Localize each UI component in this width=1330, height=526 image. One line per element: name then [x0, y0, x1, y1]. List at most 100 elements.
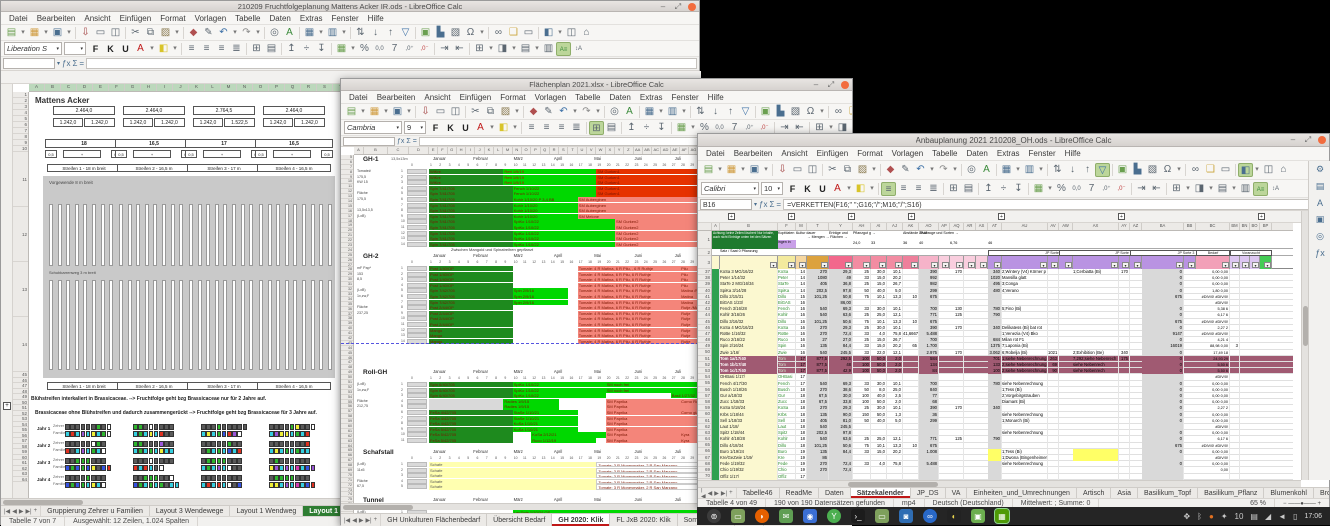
width-bar-cell[interactable]: 17: [185, 139, 263, 148]
rotation-cell[interactable]: [164, 458, 169, 464]
cut-icon[interactable]: ✂: [131, 26, 140, 38]
data-cell[interactable]: Fede: [778, 461, 796, 468]
undo-dropdown[interactable]: ▾: [930, 166, 934, 173]
find-replace-icon[interactable]: ◎: [610, 105, 619, 117]
data-cell[interactable]: 771: [919, 312, 939, 319]
paste-dropdown[interactable]: ▾: [515, 107, 519, 115]
highlight-dropdown[interactable]: ▾: [870, 184, 874, 192]
data-cell[interactable]: 18: [796, 436, 807, 443]
menu-extras[interactable]: Extras: [996, 149, 1020, 158]
data-cell[interactable]: [1142, 374, 1184, 381]
week0-cell[interactable]: [407, 473, 427, 479]
gantt-bar[interactable]: Tomate: 3 R Moneymaker, 2 R San Marzano: [596, 484, 699, 490]
data-cell[interactable]: 2;siehe Nebenrechnung: [1002, 362, 1048, 369]
row-header-13[interactable]: 13: [341, 194, 353, 200]
rotation-cell[interactable]: [295, 424, 300, 430]
data-cell[interactable]: 30,0: [871, 405, 887, 412]
menu-vorlagen[interactable]: Vorlagen: [891, 149, 924, 158]
bed-strip[interactable]: [92, 204, 96, 266]
data-cell[interactable]: [950, 411, 964, 418]
bed-strip[interactable]: [136, 280, 141, 370]
data-cell[interactable]: 27,0: [829, 337, 853, 344]
data-cell[interactable]: 15: [796, 293, 807, 300]
data-cell[interactable]: [1119, 368, 1130, 375]
data-cell[interactable]: 16: [796, 324, 807, 331]
column-header-F[interactable]: F: [778, 223, 796, 230]
data-cell[interactable]: 584: [919, 355, 939, 362]
sheet-tab-GH 2020: Klik[interactable]: GH 2020: Klik: [552, 514, 611, 526]
week0-cell[interactable]: [407, 462, 427, 467]
rotation-cell[interactable]: [274, 431, 279, 437]
column-dropdown[interactable]: ▾: [342, 28, 346, 36]
row-header-8[interactable]: 8: [341, 170, 353, 175]
side-cell[interactable]: 0,5: [321, 150, 333, 158]
data-cell[interactable]: [712, 312, 720, 319]
data-cell[interactable]: Gur: [778, 393, 796, 400]
data-cell[interactable]: Ruco: [778, 337, 796, 344]
data-cell[interactable]: 10,1: [887, 405, 903, 412]
data-cell[interactable]: 81,0: [829, 417, 853, 424]
data-cell[interactable]: [950, 380, 964, 387]
rotation-cell[interactable]: [85, 448, 91, 454]
data-cell[interactable]: Busch: [778, 386, 796, 393]
bed-strip[interactable]: [74, 204, 79, 266]
export-pdf-icon[interactable]: ⇩: [778, 164, 787, 175]
data-cell[interactable]: [1073, 455, 1119, 462]
data-cell[interactable]: 540: [807, 436, 829, 443]
data-cell[interactable]: 100: [853, 362, 871, 369]
row-header-68[interactable]: 68: [341, 463, 353, 468]
rotation-cell[interactable]: [206, 431, 211, 437]
bed-strip[interactable]: [66, 204, 71, 266]
data-cell[interactable]: [950, 455, 964, 462]
row-header-24[interactable]: 24: [341, 248, 353, 253]
header-cell[interactable]: → Mengen → Flächen →: [807, 235, 848, 239]
column-header-AO[interactable]: AO: [919, 223, 939, 230]
data-cell[interactable]: [1230, 411, 1240, 418]
week0-cell[interactable]: [407, 277, 427, 283]
bed-strip[interactable]: [310, 204, 315, 266]
bold-icon[interactable]: F: [432, 122, 439, 133]
data-cell[interactable]: 1;Monarch (Bi): [1002, 417, 1048, 424]
data-cell[interactable]: 5,38 6: [1196, 306, 1230, 313]
gantt-bar[interactable]: Kohlr 1/10/20: [512, 208, 578, 214]
rotation-cell[interactable]: [65, 458, 70, 464]
rotation-cell[interactable]: [153, 475, 159, 481]
data-cell[interactable]: 0: [1142, 349, 1184, 356]
data-cell[interactable]: [887, 467, 903, 474]
rotation-cell[interactable]: [269, 431, 274, 437]
data-cell[interactable]: 5;Fino (Bi): [1002, 306, 1048, 313]
data-cell[interactable]: siehe Nebenrech: [1073, 368, 1119, 375]
gantt-bar[interactable]: Rett 1/9/19: [503, 169, 597, 175]
data-cell[interactable]: 10,1: [871, 318, 887, 325]
close-button[interactable]: [841, 81, 849, 89]
gantt-bar[interactable]: Spin 7/42/705: [429, 288, 513, 294]
rotation-cell[interactable]: [237, 465, 242, 471]
data-cell[interactable]: [1073, 393, 1119, 400]
data-cell[interactable]: 390: [919, 324, 939, 331]
rotation-cell[interactable]: [85, 482, 91, 488]
row-header-60[interactable]: 60: [13, 455, 28, 460]
column-header-BM[interactable]: BM: [1230, 223, 1240, 230]
data-cell[interactable]: Fench 3/16/28: [720, 306, 778, 313]
row-header-28[interactable]: 28: [341, 267, 353, 273]
row-header-10[interactable]: 10: [13, 146, 28, 152]
data-cell[interactable]: [1119, 293, 1130, 300]
data-cell[interactable]: [1073, 337, 1119, 344]
column-header-G[interactable]: G: [125, 84, 141, 91]
filter-header-cell[interactable]: [1196, 256, 1230, 269]
data-cell[interactable]: 480: [988, 287, 1002, 294]
data-cell[interactable]: [1142, 473, 1184, 480]
data-cell[interactable]: [903, 411, 919, 418]
gantt-bar[interactable]: SM Paprika: [605, 426, 681, 433]
data-cell[interactable]: 0,00 0,00: [1196, 386, 1230, 393]
row-header-70[interactable]: 70: [341, 473, 353, 478]
data-cell[interactable]: Fench: [778, 306, 796, 313]
data-cell[interactable]: Kohlr 4/18/28: [720, 436, 778, 443]
rotation-cell[interactable]: [65, 431, 70, 437]
paste-icon[interactable]: ▨: [500, 105, 511, 117]
gantt-bar[interactable]: Tomate: 4 R Matina, 6 R Pilu, 6 R Ruthje: [577, 299, 681, 305]
data-cell[interactable]: [712, 293, 720, 300]
filter-button[interactable]: ▾: [1051, 262, 1058, 268]
data-cell[interactable]: [1048, 300, 1059, 307]
data-cell[interactable]: [1119, 473, 1130, 480]
